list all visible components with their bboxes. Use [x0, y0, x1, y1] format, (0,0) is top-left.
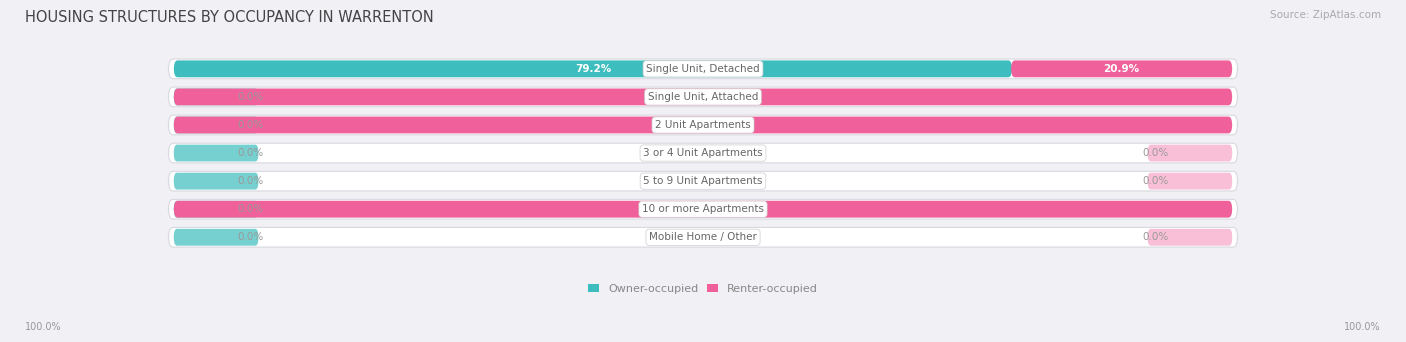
FancyBboxPatch shape [169, 199, 1237, 219]
Text: 100.0%: 100.0% [1344, 322, 1381, 332]
FancyBboxPatch shape [1147, 229, 1232, 246]
Text: 3 or 4 Unit Apartments: 3 or 4 Unit Apartments [643, 148, 763, 158]
Text: Mobile Home / Other: Mobile Home / Other [650, 232, 756, 242]
Text: 0.0%: 0.0% [1142, 232, 1168, 242]
Text: 100.0%: 100.0% [682, 120, 724, 130]
FancyBboxPatch shape [169, 171, 1237, 191]
FancyBboxPatch shape [174, 89, 259, 105]
Text: 100.0%: 100.0% [682, 204, 724, 214]
Text: 10 or more Apartments: 10 or more Apartments [643, 204, 763, 214]
FancyBboxPatch shape [174, 117, 1232, 133]
Text: HOUSING STRUCTURES BY OCCUPANCY IN WARRENTON: HOUSING STRUCTURES BY OCCUPANCY IN WARRE… [25, 10, 434, 25]
FancyBboxPatch shape [169, 115, 1237, 135]
Text: 0.0%: 0.0% [238, 120, 264, 130]
FancyBboxPatch shape [174, 117, 259, 133]
FancyBboxPatch shape [169, 59, 1237, 79]
Text: 20.9%: 20.9% [1104, 64, 1140, 74]
Text: Single Unit, Attached: Single Unit, Attached [648, 92, 758, 102]
FancyBboxPatch shape [169, 143, 1237, 163]
FancyBboxPatch shape [174, 89, 1232, 105]
FancyBboxPatch shape [174, 173, 259, 189]
Text: 0.0%: 0.0% [238, 204, 264, 214]
FancyBboxPatch shape [1011, 61, 1232, 77]
Text: 5 to 9 Unit Apartments: 5 to 9 Unit Apartments [644, 176, 762, 186]
Text: 0.0%: 0.0% [238, 176, 264, 186]
Text: 0.0%: 0.0% [1142, 148, 1168, 158]
FancyBboxPatch shape [174, 201, 1232, 218]
Legend: Owner-occupied, Renter-occupied: Owner-occupied, Renter-occupied [588, 284, 818, 294]
FancyBboxPatch shape [169, 227, 1237, 247]
FancyBboxPatch shape [1147, 173, 1232, 189]
FancyBboxPatch shape [174, 61, 1012, 77]
Text: 79.2%: 79.2% [575, 64, 612, 74]
Text: 100.0%: 100.0% [25, 322, 62, 332]
Text: 100.0%: 100.0% [682, 92, 724, 102]
Text: 0.0%: 0.0% [1142, 176, 1168, 186]
Text: 0.0%: 0.0% [238, 232, 264, 242]
FancyBboxPatch shape [174, 229, 259, 246]
FancyBboxPatch shape [1147, 145, 1232, 161]
Text: 0.0%: 0.0% [238, 148, 264, 158]
FancyBboxPatch shape [169, 87, 1237, 107]
Text: 0.0%: 0.0% [238, 92, 264, 102]
Text: Single Unit, Detached: Single Unit, Detached [647, 64, 759, 74]
Text: Source: ZipAtlas.com: Source: ZipAtlas.com [1270, 10, 1381, 20]
FancyBboxPatch shape [174, 201, 259, 218]
Text: 2 Unit Apartments: 2 Unit Apartments [655, 120, 751, 130]
FancyBboxPatch shape [174, 145, 259, 161]
